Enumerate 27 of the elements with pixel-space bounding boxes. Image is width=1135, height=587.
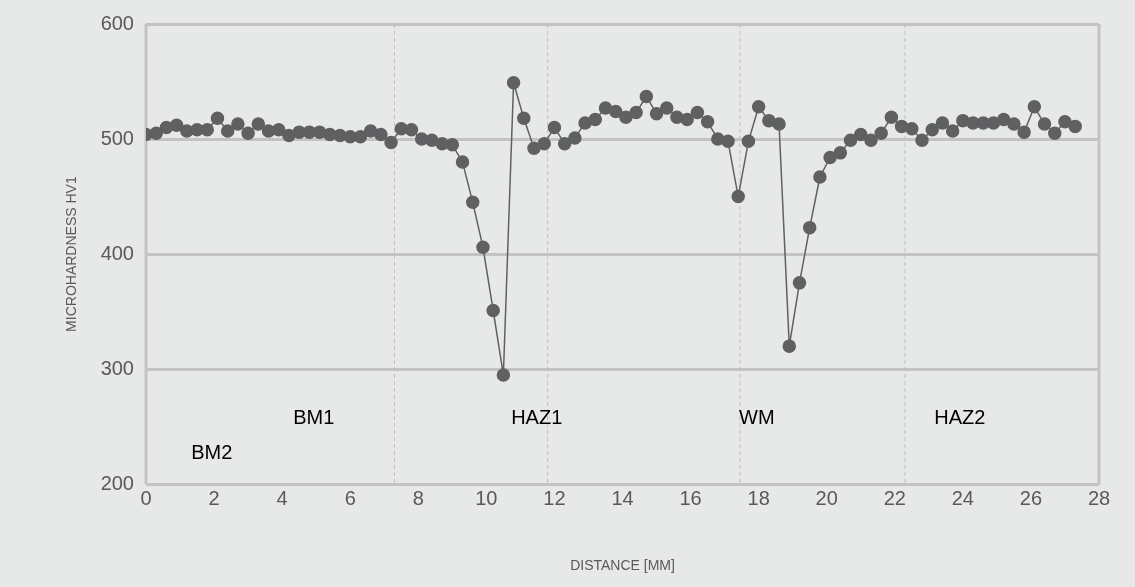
x-tick-label: 12 — [543, 486, 566, 509]
x-tick-label: 18 — [747, 486, 770, 509]
x-tick-label: 10 — [475, 486, 498, 509]
annotation: BM1 — [293, 406, 335, 429]
y-tick-label: 600 — [100, 11, 134, 34]
annotation: WM — [739, 406, 775, 429]
annotation: BM2 — [191, 440, 233, 463]
y-tick-label: 500 — [100, 126, 134, 149]
x-tick-label: 24 — [951, 486, 974, 509]
x-tick-label: 22 — [883, 486, 906, 509]
x-tick-label: 28 — [1087, 486, 1111, 509]
y-tick-label: 400 — [100, 241, 134, 264]
y-tick-label: 300 — [100, 356, 134, 379]
x-tick-label: 8 — [412, 486, 424, 509]
y-axis-title: MICROHARDNESS HV1 — [63, 176, 80, 332]
x-tick-label: 2 — [208, 486, 220, 509]
x-tick-label: 16 — [679, 486, 702, 509]
x-axis-title: DISTANCE [MM] — [570, 557, 675, 574]
x-tick-label: 20 — [815, 486, 838, 509]
annotation: HAZ1 — [511, 406, 563, 429]
annotation: HAZ2 — [934, 406, 986, 429]
x-tick-label: 4 — [276, 486, 288, 509]
x-tick-label: 0 — [140, 486, 152, 509]
x-tick-label: 6 — [344, 486, 356, 509]
x-tick-label: 14 — [611, 486, 634, 509]
y-tick-label: 200 — [100, 471, 134, 494]
x-tick-label: 26 — [1019, 486, 1043, 509]
